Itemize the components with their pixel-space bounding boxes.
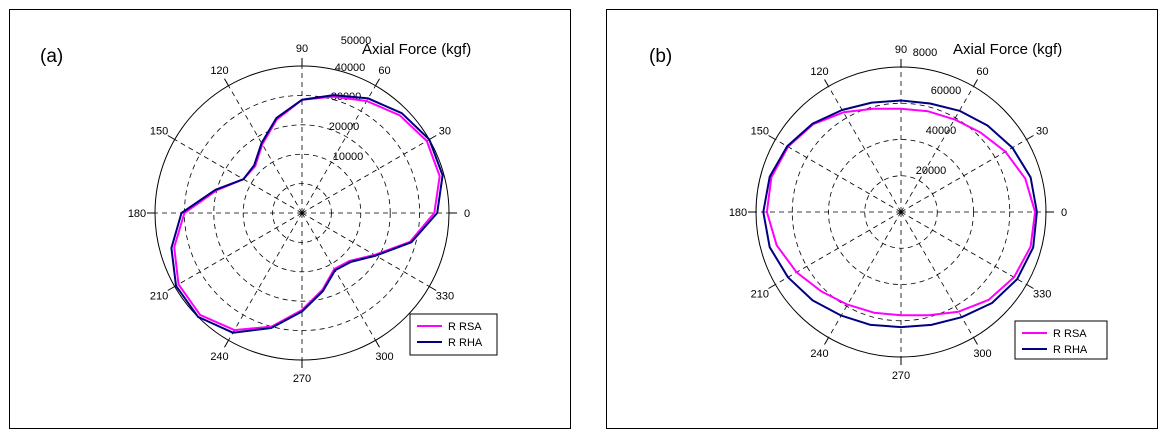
angle-tick-mark (224, 340, 229, 348)
grid-spoke (900, 211, 1027, 285)
angle-tick-label: 150 (751, 126, 769, 138)
angle-tick-mark (973, 337, 978, 345)
angle-tick-mark (429, 135, 437, 140)
angle-tick-label: 30 (1036, 126, 1048, 138)
angle-tick-label: 240 (810, 348, 828, 360)
legend-label: R RSA (448, 321, 482, 333)
angle-tick-label: 210 (751, 289, 769, 301)
angle-tick-label: 240 (210, 351, 228, 363)
angle-tick-label: 60 (378, 65, 390, 77)
angle-tick-label: 330 (1033, 289, 1051, 301)
grid-spoke (828, 86, 902, 213)
legend-label: R RHA (448, 337, 483, 349)
legend: R RSA R RHA (1014, 320, 1108, 360)
radial-tick-label: 40000 (926, 125, 957, 137)
angle-tick-label: 330 (436, 291, 454, 303)
polar-chart-b: 0 30 60 90 120 150 180 210 240 270 300 330 20000 4000… (649, 41, 1108, 382)
angle-tick-label: 0 (1061, 207, 1067, 219)
series-line-r-rsa (173, 95, 441, 332)
angle-tick-mark (1026, 284, 1034, 289)
angle-tick-label: 300 (375, 351, 393, 363)
angle-tick-label: 120 (210, 65, 228, 77)
legend-box (409, 313, 498, 356)
grid-spoke (228, 85, 303, 214)
angle-tick-mark (824, 79, 829, 87)
grid-spoke (900, 211, 974, 338)
series-line-r-rha (170, 94, 444, 334)
angle-tick-label: 30 (439, 126, 451, 138)
chart-title: Axial Force (kgf) (953, 41, 1062, 58)
grid-spoke (900, 86, 974, 213)
radial-tick-label: 50000 (341, 35, 372, 47)
radial-tick-label: 10000 (333, 151, 364, 163)
angle-tick-mark (973, 79, 978, 87)
grid-spoke (775, 139, 902, 213)
grid-spoke (174, 212, 303, 287)
angle-tick-label: 270 (892, 370, 910, 382)
grid-spoke (301, 139, 430, 214)
polar-chart-a: 0 30 60 90 120 150 180 210 240 270 300 330 10000 2000… (40, 35, 498, 385)
grid-spoke (301, 212, 376, 341)
series-line-r-rha (762, 99, 1038, 329)
angle-tick-label: 0 (464, 208, 470, 220)
chart-title: Axial Force (kgf) (362, 41, 471, 58)
grid-spoke (828, 211, 902, 338)
angle-tick-mark (375, 340, 380, 348)
angle-tick-mark (429, 286, 437, 291)
angle-tick-label: 90 (895, 44, 907, 56)
angle-tick-label: 270 (293, 373, 311, 385)
radial-tick-label: 40000 (335, 62, 366, 74)
angle-tick-label: 300 (973, 348, 991, 360)
angle-tick-mark (375, 78, 380, 86)
legend-box (1014, 320, 1108, 360)
radial-tick-label: 8000 (913, 47, 937, 59)
legend-label: R RSA (1053, 328, 1087, 340)
angle-tick-label: 180 (729, 207, 747, 219)
angle-tick-mark (167, 135, 175, 140)
grid-spoke (301, 212, 430, 287)
grid-spoke (228, 212, 303, 341)
radial-tick-label: 20000 (916, 165, 947, 177)
legend-label: R RHA (1053, 344, 1088, 356)
angle-tick-label: 90 (296, 43, 308, 55)
angle-tick-mark (824, 337, 829, 345)
chart-panel-a: 0 30 60 90 120 150 180 210 240 270 300 330 10000 2000… (9, 9, 571, 429)
series-line-r-rsa (765, 107, 1037, 317)
grid-spoke (301, 85, 376, 214)
angle-tick-label: 150 (150, 126, 168, 138)
radial-tick-label: 60000 (931, 85, 962, 97)
angle-tick-mark (768, 284, 776, 289)
panel-label: (b) (649, 46, 672, 67)
angle-tick-mark (1026, 135, 1034, 140)
angle-tick-label: 120 (810, 66, 828, 78)
panel-label: (a) (40, 46, 63, 67)
chart-panel-b: 0 30 60 90 120 150 180 210 240 270 300 330 20000 4000… (606, 9, 1158, 429)
grid-ring (213, 124, 391, 302)
grid-spoke (174, 139, 303, 214)
angle-tick-mark (224, 78, 229, 86)
angle-tick-label: 210 (150, 291, 168, 303)
angle-tick-mark (768, 135, 776, 140)
legend: R RSA R RHA (409, 313, 498, 356)
angle-tick-label: 60 (976, 66, 988, 78)
radial-tick-label: 20000 (329, 121, 360, 133)
angle-tick-mark (167, 286, 175, 291)
angle-tick-label: 180 (128, 208, 146, 220)
grid-spoke (775, 211, 902, 285)
